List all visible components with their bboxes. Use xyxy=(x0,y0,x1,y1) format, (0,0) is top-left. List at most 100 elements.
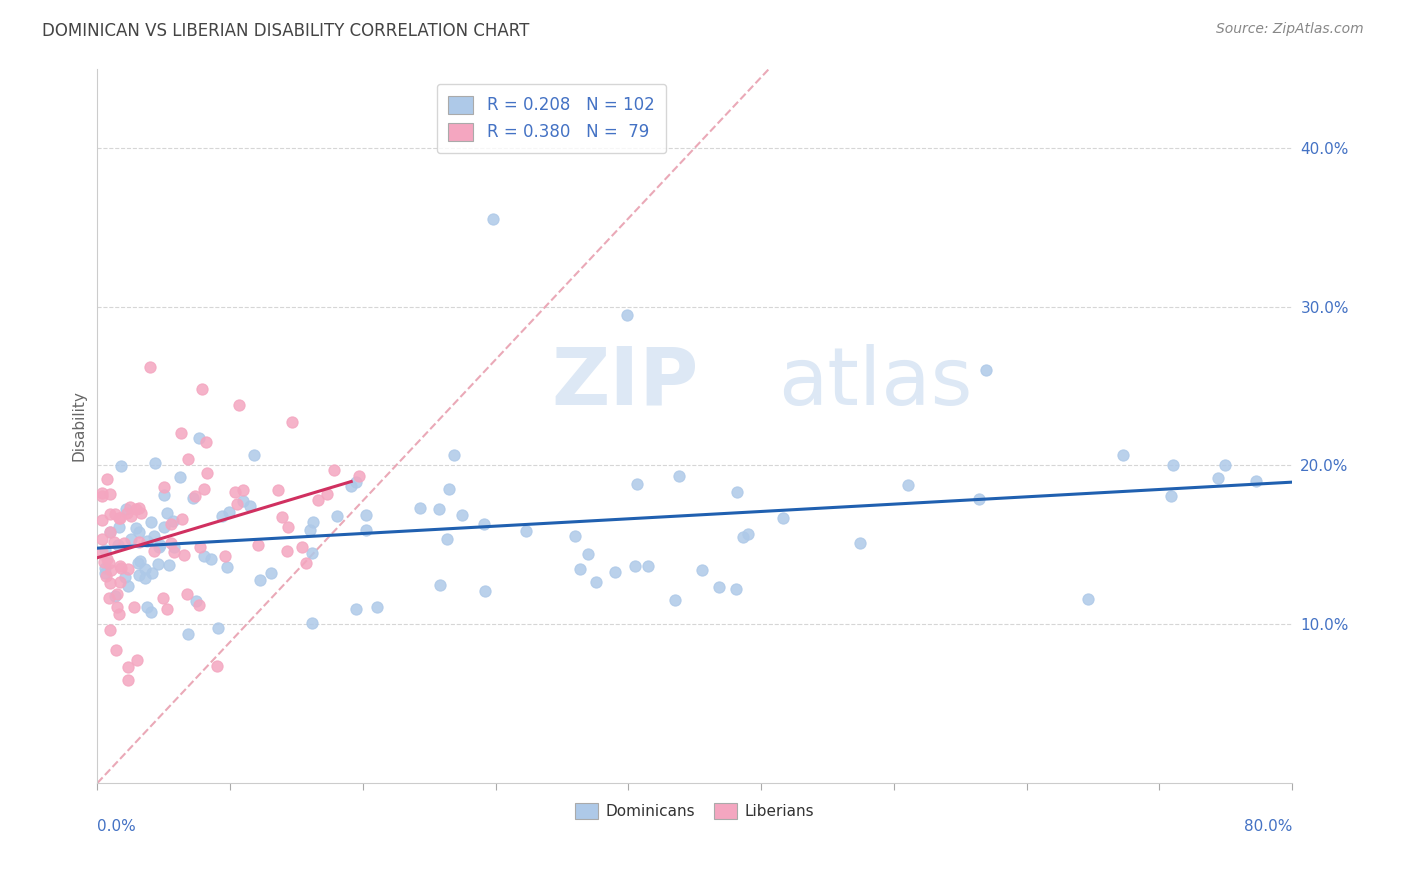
Point xyxy=(108,559,131,574)
Point xyxy=(104,589,127,603)
Point xyxy=(131,506,153,520)
Point xyxy=(1077,592,1099,607)
Point xyxy=(169,470,191,484)
Point xyxy=(96,473,118,487)
Point xyxy=(193,482,215,496)
Point xyxy=(93,555,115,569)
Legend: Dominicans, Liberians: Dominicans, Liberians xyxy=(569,797,820,825)
Point xyxy=(138,359,160,374)
Point xyxy=(90,489,112,503)
Point xyxy=(162,541,184,555)
Point xyxy=(114,570,136,584)
Point xyxy=(108,511,131,525)
Point xyxy=(195,435,218,450)
Point xyxy=(1213,458,1236,473)
Point xyxy=(96,552,118,566)
Point xyxy=(115,502,138,516)
Point xyxy=(94,566,117,580)
Y-axis label: Disability: Disability xyxy=(72,391,86,461)
Point xyxy=(1112,448,1135,462)
Point xyxy=(668,469,690,483)
Point xyxy=(232,494,254,508)
Point xyxy=(191,382,214,396)
Point xyxy=(664,592,686,607)
Point xyxy=(232,483,254,497)
Point xyxy=(156,506,179,520)
Point xyxy=(98,486,121,500)
Point xyxy=(1160,489,1182,503)
Point xyxy=(409,501,432,516)
Point xyxy=(91,545,114,559)
Point xyxy=(482,212,505,227)
Point xyxy=(159,535,181,549)
Point xyxy=(105,599,128,614)
Point xyxy=(967,491,990,506)
Point xyxy=(135,533,157,548)
Point xyxy=(772,511,794,525)
Point xyxy=(117,673,139,687)
Point xyxy=(110,458,132,473)
Point xyxy=(127,556,149,570)
Point xyxy=(346,475,368,489)
Point xyxy=(152,520,174,534)
Point xyxy=(104,507,127,521)
Point xyxy=(98,525,121,540)
Point xyxy=(472,517,495,532)
Point xyxy=(724,582,747,596)
Point xyxy=(193,549,215,563)
Point xyxy=(515,524,537,539)
Point xyxy=(125,521,148,535)
Point xyxy=(207,621,229,635)
Point xyxy=(346,602,368,616)
Point xyxy=(157,558,180,573)
Point xyxy=(188,431,211,445)
Point xyxy=(366,599,388,614)
Point xyxy=(120,509,142,524)
Point xyxy=(188,541,211,555)
Point xyxy=(277,520,299,534)
Point xyxy=(301,546,323,560)
Point xyxy=(217,559,239,574)
Point xyxy=(125,502,148,516)
Point xyxy=(585,574,607,589)
Point xyxy=(427,502,450,516)
Point xyxy=(616,308,638,322)
Point xyxy=(294,556,316,570)
Point xyxy=(129,554,152,568)
Point xyxy=(160,516,183,531)
Point xyxy=(90,532,112,546)
Point xyxy=(323,462,346,476)
Point xyxy=(108,574,131,589)
Point xyxy=(347,469,370,483)
Point xyxy=(176,587,198,601)
Point xyxy=(100,563,122,577)
Point xyxy=(474,584,496,599)
Point xyxy=(98,623,121,637)
Point xyxy=(134,562,156,576)
Point xyxy=(340,479,363,493)
Point xyxy=(98,524,121,539)
Point xyxy=(307,492,329,507)
Point xyxy=(141,566,163,581)
Point xyxy=(124,599,146,614)
Point xyxy=(195,466,218,480)
Point xyxy=(731,531,754,545)
Point xyxy=(1206,471,1229,485)
Point xyxy=(298,523,321,537)
Point xyxy=(246,538,269,552)
Point xyxy=(176,627,198,641)
Point xyxy=(626,476,648,491)
Point xyxy=(107,538,129,552)
Point xyxy=(173,548,195,562)
Point xyxy=(90,485,112,500)
Point xyxy=(239,499,262,513)
Point xyxy=(624,559,647,574)
Point xyxy=(128,500,150,515)
Point xyxy=(605,566,627,580)
Text: ZIP: ZIP xyxy=(551,344,699,422)
Point xyxy=(141,515,163,529)
Text: DOMINICAN VS LIBERIAN DISABILITY CORRELATION CHART: DOMINICAN VS LIBERIAN DISABILITY CORRELA… xyxy=(42,22,530,40)
Point xyxy=(849,536,872,550)
Point xyxy=(326,508,349,523)
Point xyxy=(104,643,127,657)
